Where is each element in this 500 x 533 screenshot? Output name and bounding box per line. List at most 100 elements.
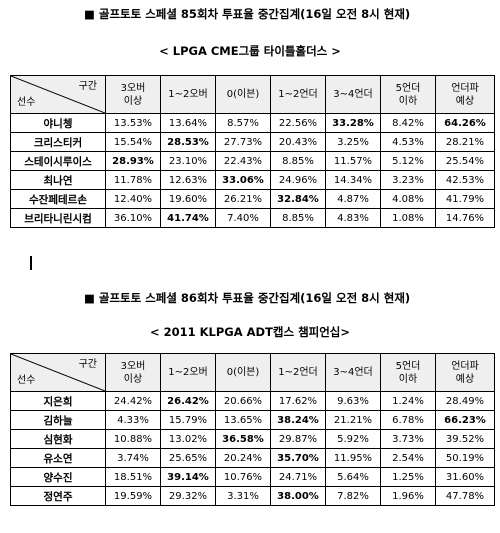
vote-rate-cell: 32.84%: [270, 189, 326, 209]
vote-rate-cell: 20.66%: [215, 391, 271, 411]
corner-label-top: 구간: [78, 359, 97, 370]
vote-rate-cell: 5.64%: [325, 467, 381, 487]
vote-rate-cell: 7.40%: [215, 208, 271, 228]
corner-label-top: 구간: [78, 81, 97, 92]
column-header: 0(이븐): [215, 75, 271, 114]
vote-rate-cell: 8.57%: [215, 113, 271, 133]
table-row: 브리타니린시컴 36.10% 41.74% 7.40% 8.85% 4.83% 1.08% 1…: [10, 208, 495, 228]
column-header: 5언더 이하: [380, 353, 436, 392]
vote-rate-cell: 28.49%: [435, 391, 495, 411]
vote-rate-cell: 6.78%: [380, 410, 436, 430]
vote-rate-cell: 38.00%: [270, 486, 326, 506]
header-row: 구간 선수 3오버 이상 1~2오버 0(이븐) 1~2언더 3~4언더 5언더 이하 언더파 …: [10, 353, 495, 392]
table-row: 최나연 11.78% 12.63% 33.06% 24.96% 14.34% 3.23% 42…: [10, 170, 495, 190]
vote-rate-cell: 3.74%: [105, 448, 161, 468]
corner-label-bottom: 선수: [17, 375, 36, 386]
player-name: 크리스티커: [10, 132, 106, 152]
vote-rate-cell: 42.53%: [435, 170, 495, 190]
vote-rate-cell: 14.34%: [325, 170, 381, 190]
player-name: 정연주: [10, 486, 106, 506]
column-header: 0(이븐): [215, 353, 271, 392]
vote-rate-cell: 66.23%: [435, 410, 495, 430]
vote-rate-cell: 25.65%: [160, 448, 216, 468]
vote-rate-cell: 24.42%: [105, 391, 161, 411]
vote-rate-cell: 12.63%: [160, 170, 216, 190]
vote-rate-cell: 13.64%: [160, 113, 216, 133]
vote-rate-cell: 1.24%: [380, 391, 436, 411]
player-name: 스테이시루이스: [10, 151, 106, 171]
vote-rate-cell: 22.56%: [270, 113, 326, 133]
column-header: 언더파 예상: [435, 75, 495, 114]
table-row: 양수진 18.51% 39.14% 10.76% 24.71% 5.64% 1.25% 31.…: [10, 467, 495, 487]
vote-rate-cell: 23.10%: [160, 151, 216, 171]
vote-rate-cell: 11.95%: [325, 448, 381, 468]
vote-rate-cell: 33.06%: [215, 170, 271, 190]
vote-rate-cell: 15.79%: [160, 410, 216, 430]
table-row: 김하늘 4.33% 15.79% 13.65% 38.24% 21.21% 6.78% 66.…: [10, 410, 495, 430]
vote-rate-cell: 28.53%: [160, 132, 216, 152]
vote-rate-cell: 18.51%: [105, 467, 161, 487]
player-name: 야니쳉: [10, 113, 106, 133]
vote-rate-cell: 28.93%: [105, 151, 161, 171]
vote-rate-cell: 19.60%: [160, 189, 216, 209]
vote-rate-cell: 19.59%: [105, 486, 161, 506]
vote-rate-cell: 8.85%: [270, 151, 326, 171]
vote-rate-cell: 36.58%: [215, 429, 271, 449]
vote-rate-cell: 20.43%: [270, 132, 326, 152]
vote-rate-cell: 11.57%: [325, 151, 381, 171]
table-row: 유소연 3.74% 25.65% 20.24% 35.70% 11.95% 2.54% 50.…: [10, 448, 495, 468]
section2-heading: ■ 골프토토 스페셜 86회차 투표율 중간집계(16일 오전 8시 현재): [84, 291, 411, 305]
vote-rate-cell: 1.08%: [380, 208, 436, 228]
vote-rate-cell: 36.10%: [105, 208, 161, 228]
column-header: 1~2언더: [270, 75, 326, 114]
column-header: 1~2언더: [270, 353, 326, 392]
vote-rate-cell: 8.42%: [380, 113, 436, 133]
table-row: 지은희 24.42% 26.42% 20.66% 17.62% 9.63% 1.24% 28.…: [10, 391, 495, 411]
vote-rate-cell: 26.21%: [215, 189, 271, 209]
vote-rate-cell: 11.78%: [105, 170, 161, 190]
player-name: 김하늘: [10, 410, 106, 430]
vote-rate-cell: 12.40%: [105, 189, 161, 209]
vote-rate-cell: 25.54%: [435, 151, 495, 171]
vote-rate-cell: 33.28%: [325, 113, 381, 133]
vote-rate-cell: 29.87%: [270, 429, 326, 449]
table-row: 야니쳉 13.53% 13.64% 8.57% 22.56% 33.28% 8.42% 64.…: [10, 113, 495, 133]
section2-subtitle: < 2011 KLPGA ADT캡스 챔피언십>: [149, 325, 351, 339]
vote-rate-cell: 13.65%: [215, 410, 271, 430]
vote-rate-cell: 38.24%: [270, 410, 326, 430]
column-header: 3~4언더: [325, 353, 381, 392]
vote-rate-cell: 8.85%: [270, 208, 326, 228]
vote-rate-cell: 3.31%: [215, 486, 271, 506]
vote-rate-cell: 47.78%: [435, 486, 495, 506]
vote-rate-cell: 22.43%: [215, 151, 271, 171]
vote-rate-cell: 4.83%: [325, 208, 381, 228]
column-header: 3~4언더: [325, 75, 381, 114]
player-name: 지은희: [10, 391, 106, 411]
vote-rate-cell: 10.76%: [215, 467, 271, 487]
column-header: 3오버 이상: [105, 75, 161, 114]
section1-subtitle: < LPGA CME그룹 타이틀홀더스 >: [159, 44, 341, 58]
vote-rate-cell: 9.63%: [325, 391, 381, 411]
table-row: 크리스티커 15.54% 28.53% 27.73% 20.43% 3.25% 4.53% 2…: [10, 132, 495, 152]
vote-rate-cell: 4.87%: [325, 189, 381, 209]
column-header: 1~2오버: [160, 353, 216, 392]
vote-rate-cell: 20.24%: [215, 448, 271, 468]
vote-rate-cell: 3.73%: [380, 429, 436, 449]
vote-rate-cell: 35.70%: [270, 448, 326, 468]
player-name: 유소연: [10, 448, 106, 468]
corner-label-bottom: 선수: [17, 97, 36, 108]
vote-rate-cell: 24.71%: [270, 467, 326, 487]
vote-rate-cell: 26.42%: [160, 391, 216, 411]
column-header: 언더파 예상: [435, 353, 495, 392]
vote-rate-cell: 28.21%: [435, 132, 495, 152]
vote-rate-cell: 17.62%: [270, 391, 326, 411]
section1-table: 구간 선수 3오버 이상 1~2오버 0(이븐) 1~2언더 3~4언더 5언더 이하 언더파 …: [10, 75, 495, 228]
vote-rate-cell: 7.82%: [325, 486, 381, 506]
table-row: 정연주 19.59% 29.32% 3.31% 38.00% 7.82% 1.96% 47.7…: [10, 486, 495, 506]
vote-rate-cell: 5.12%: [380, 151, 436, 171]
vote-rate-cell: 24.96%: [270, 170, 326, 190]
section1-heading: ■ 골프토토 스페셜 85회차 투표율 중간집계(16일 오전 8시 현재): [84, 7, 411, 21]
vote-rate-cell: 50.19%: [435, 448, 495, 468]
